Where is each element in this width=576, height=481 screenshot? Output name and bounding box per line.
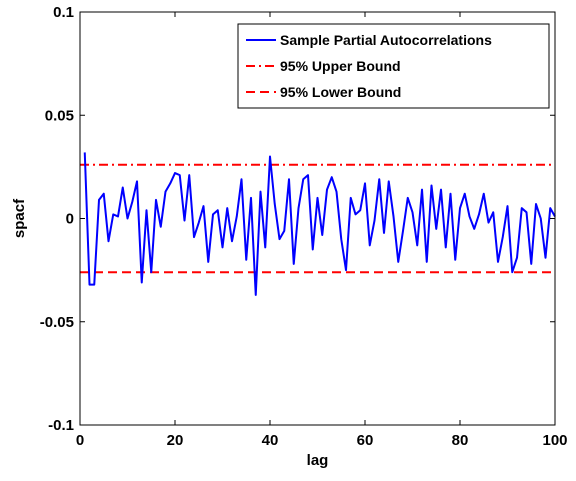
x-tick-label: 80: [452, 432, 469, 449]
y-tick-label: -0.1: [48, 417, 74, 434]
legend-label: 95% Lower Bound: [280, 84, 401, 100]
x-tick-label: 100: [542, 432, 567, 449]
x-tick-label: 40: [262, 432, 279, 449]
y-tick-label: 0.05: [45, 107, 74, 124]
series-line-sample-partial-autocorrelations: [83, 152, 556, 296]
x-tick-label: 60: [357, 432, 374, 449]
x-tick-label: 0: [76, 432, 84, 449]
legend-box: [237, 23, 550, 109]
legend-label: Sample Partial Autocorrelations: [280, 32, 492, 48]
x-tick-label: 20: [167, 432, 184, 449]
legend-label: 95% Upper Bound: [280, 58, 401, 74]
y-tick-label: -0.05: [40, 314, 74, 331]
y-tick-label: 0: [66, 211, 74, 228]
x-axis-label: lag: [307, 452, 329, 469]
y-tick-label: 0.1: [53, 4, 74, 21]
y-axis-label: spacf: [11, 198, 28, 238]
